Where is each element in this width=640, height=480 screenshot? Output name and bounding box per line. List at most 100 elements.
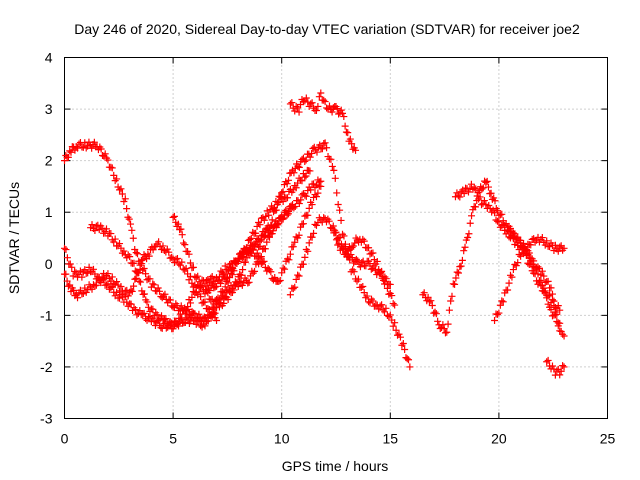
data-point — [256, 254, 264, 262]
data-point — [544, 292, 552, 300]
data-point — [159, 242, 167, 250]
data-point — [382, 277, 390, 285]
data-point — [295, 231, 303, 239]
data-point — [236, 254, 244, 262]
data-point — [135, 269, 143, 277]
data-point — [443, 328, 451, 336]
data-point — [292, 184, 300, 192]
data-point — [461, 243, 469, 251]
data-point — [180, 239, 188, 247]
data-point — [458, 256, 466, 264]
data-point — [137, 278, 145, 286]
data-point — [448, 292, 456, 300]
data-point — [85, 263, 93, 271]
y-tick-label: 0 — [45, 256, 53, 272]
data-point — [330, 166, 338, 174]
data-point — [111, 235, 119, 243]
data-point — [517, 252, 525, 260]
data-point — [139, 310, 147, 318]
data-point — [460, 189, 468, 197]
data-point — [127, 300, 135, 308]
data-point — [213, 282, 221, 290]
data-point — [307, 100, 315, 108]
data-point — [302, 172, 310, 180]
data-point — [337, 106, 345, 114]
data-point — [405, 356, 413, 364]
data-point — [181, 241, 189, 249]
data-point — [310, 229, 318, 237]
data-point — [74, 294, 82, 302]
data-point — [132, 274, 140, 282]
data-point — [336, 206, 344, 214]
data-point — [160, 316, 168, 324]
data-point — [244, 279, 252, 287]
data-point — [140, 309, 148, 317]
data-point — [116, 240, 124, 248]
data-point — [307, 186, 315, 194]
data-point — [172, 255, 180, 263]
data-point — [170, 212, 178, 220]
series-9 — [419, 177, 564, 337]
series-10 — [451, 180, 564, 314]
data-point — [445, 306, 453, 314]
data-point — [550, 297, 558, 305]
data-point — [220, 289, 228, 297]
data-point — [104, 270, 112, 278]
data-point — [118, 190, 126, 198]
data-point — [107, 163, 115, 171]
data-point — [234, 257, 242, 265]
data-point — [520, 240, 528, 248]
data-point — [213, 295, 221, 303]
data-point — [530, 269, 538, 277]
data-point — [129, 234, 137, 242]
data-point — [328, 108, 336, 116]
data-point — [289, 203, 297, 211]
data-point — [260, 257, 268, 265]
y-tick-label: 2 — [45, 153, 53, 169]
data-point — [287, 205, 295, 213]
data-point — [547, 306, 555, 314]
series-13 — [543, 356, 568, 379]
data-point — [123, 205, 131, 213]
data-point — [389, 300, 397, 308]
data-point — [197, 293, 205, 301]
data-point — [246, 236, 254, 244]
data-point — [239, 266, 247, 274]
data-point — [329, 222, 337, 230]
data-point — [158, 294, 166, 302]
data-point — [162, 315, 170, 323]
data-point — [224, 295, 232, 303]
data-point — [543, 237, 551, 245]
data-point — [142, 270, 150, 278]
data-point — [362, 262, 370, 270]
data-point — [451, 280, 459, 288]
data-point — [352, 255, 360, 263]
data-point — [168, 253, 176, 261]
data-point — [373, 257, 381, 265]
data-point — [339, 245, 347, 253]
data-point — [376, 302, 384, 310]
data-point — [560, 363, 568, 371]
data-point — [556, 371, 564, 379]
data-point — [350, 259, 358, 267]
data-point — [441, 329, 449, 337]
data-point — [333, 105, 341, 113]
data-point — [508, 273, 516, 281]
data-point — [64, 282, 72, 290]
data-point — [132, 249, 140, 257]
chart-title: Day 246 of 2020, Sidereal Day-to-day VTE… — [74, 21, 580, 37]
data-point — [456, 193, 464, 201]
data-point — [113, 175, 121, 183]
data-point — [92, 281, 100, 289]
y-tick-label: 3 — [45, 101, 53, 117]
data-point — [328, 162, 336, 170]
data-point — [279, 214, 287, 222]
data-point — [136, 265, 144, 273]
data-point — [101, 150, 109, 158]
data-point — [229, 265, 237, 273]
data-point — [378, 301, 386, 309]
data-point — [544, 300, 552, 308]
data-point — [249, 269, 257, 277]
data-point — [343, 252, 351, 260]
data-point — [291, 238, 299, 246]
